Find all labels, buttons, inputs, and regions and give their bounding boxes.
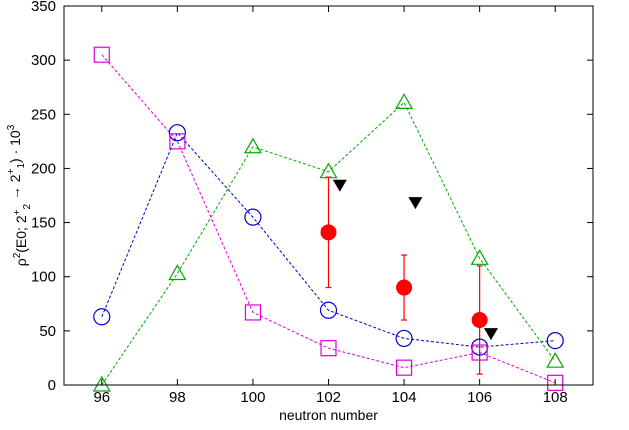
data-point: [93, 308, 111, 326]
x-axis-ticks: 96 98 100 102 104 106 108: [93, 6, 568, 406]
data-point: [546, 351, 565, 368]
data-point: [319, 162, 338, 179]
data-point: [546, 332, 564, 350]
x-tick-label: 106: [467, 389, 492, 406]
data-markers: [92, 46, 565, 392]
data-point: [332, 179, 347, 192]
y-tick-label: 50: [39, 323, 56, 340]
data-point: [408, 197, 423, 210]
data-point: [471, 344, 488, 361]
data-point: [483, 328, 498, 341]
series-line: [101, 131, 556, 348]
data-point: [92, 375, 111, 392]
y-axis-label: ρ2(E0; 2+2 → 2+1) · 103: [6, 124, 33, 266]
y-tick-label: 0: [48, 377, 56, 394]
x-tick-label: 104: [392, 389, 417, 406]
data-point: [547, 374, 564, 391]
y-tick-label: 200: [31, 160, 56, 177]
x-tick-label: 102: [316, 389, 341, 406]
data-point: [471, 312, 488, 329]
x-axis-label: neutron number: [279, 407, 378, 423]
data-point: [169, 133, 186, 150]
y-tick-label: 350: [31, 0, 56, 15]
data-point: [396, 279, 413, 296]
data-point: [470, 249, 489, 265]
data-point: [244, 304, 262, 321]
y-tick-label: 250: [31, 106, 56, 123]
data-point: [93, 46, 110, 63]
data-point: [319, 301, 338, 319]
data-point: [320, 224, 337, 241]
data-point: [243, 137, 262, 154]
y-axis-ticks: 0 50 100 150 200 250 300 350: [31, 0, 593, 394]
series-line: [101, 101, 556, 386]
y-tick-label: 300: [31, 52, 56, 69]
data-point: [168, 124, 186, 142]
x-tick-label: 96: [93, 389, 110, 406]
data-point: [395, 329, 413, 348]
y-tick-label: 150: [31, 215, 56, 232]
x-tick-label: 100: [240, 389, 265, 406]
data-point: [395, 93, 414, 109]
data-point: [244, 208, 262, 226]
y-tick-label: 100: [31, 269, 56, 286]
data-point: [168, 264, 187, 281]
error-bars: [325, 176, 483, 375]
data-point: [320, 340, 337, 357]
data-point: [395, 359, 413, 376]
x-tick-label: 98: [169, 389, 186, 406]
x-tick-label: 108: [543, 389, 568, 406]
